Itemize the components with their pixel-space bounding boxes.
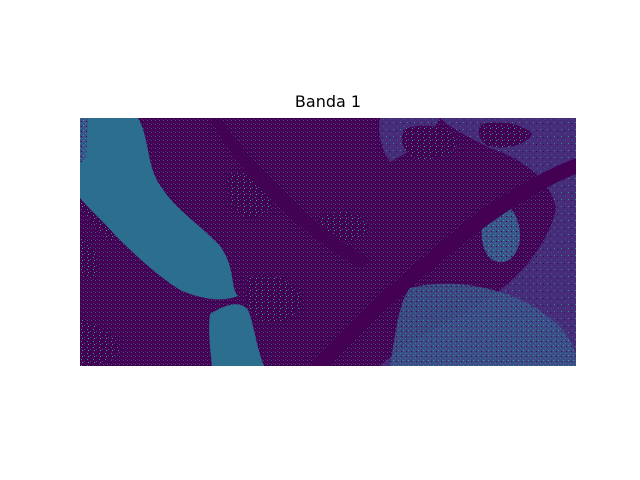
plot-title: Banda 1	[294, 92, 362, 111]
raster-image	[80, 118, 576, 366]
